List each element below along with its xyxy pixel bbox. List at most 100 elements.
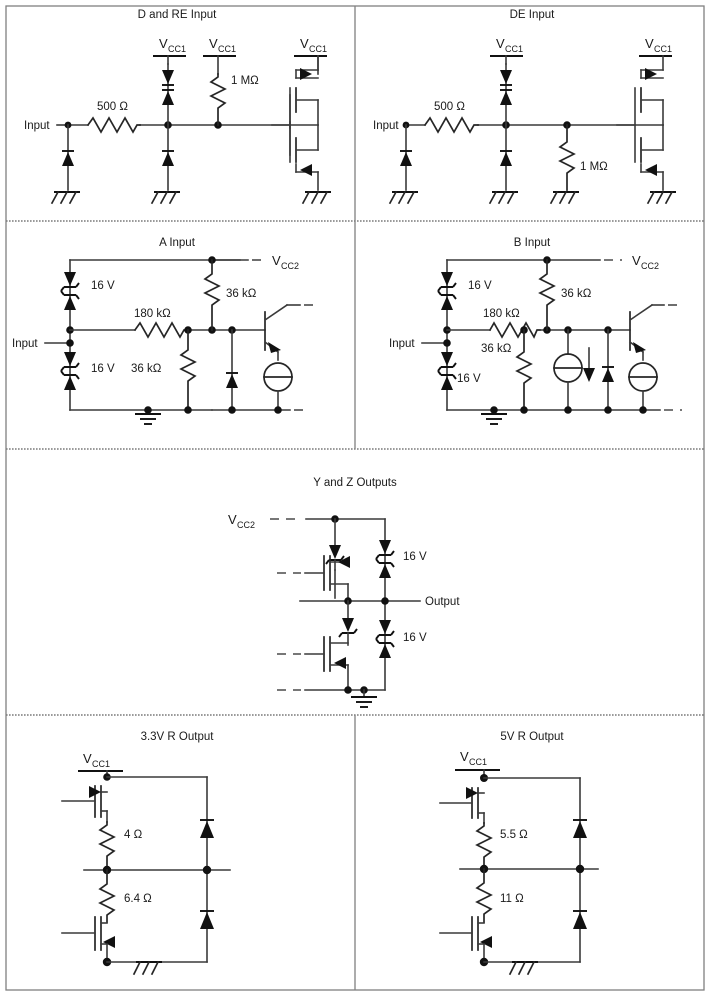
port-label-input: Input — [12, 338, 38, 350]
vcc-label: V — [272, 253, 281, 268]
panel-frame — [5, 5, 705, 991]
ground-symbol-1 — [50, 190, 80, 205]
vcc-label: V — [228, 512, 237, 527]
resistor-36k-label: 36 kΩ — [131, 363, 162, 375]
vcc-sub: CC1 — [309, 44, 327, 54]
port-label-input: Input — [373, 120, 399, 132]
esd-diode-lower — [573, 910, 587, 929]
resistor-180k: 180 kΩ — [483, 308, 541, 339]
vcc-sub: CC2 — [237, 520, 255, 530]
vcc-label: V — [83, 751, 92, 766]
resistor-36k-pulldown: 36 kΩ — [131, 329, 197, 414]
resistor-36k-pulldown: 36 kΩ — [481, 329, 533, 414]
supply-rail-3: V CC1 — [294, 36, 327, 71]
esd-diode-center-upper — [500, 63, 512, 126]
vcc-sub: CC1 — [505, 44, 523, 54]
nmos-transistor — [61, 916, 115, 963]
esd-diode-lower — [200, 910, 214, 929]
vcc-label: V — [460, 749, 469, 764]
vcc-label: V — [632, 253, 641, 268]
resistor-11-label: 11 Ω — [500, 893, 524, 905]
esd-diode-center-upper — [162, 63, 174, 126]
vcc-label: V — [159, 36, 168, 51]
supply-rail-1: V CC1 — [153, 36, 186, 65]
zener-16v-label: 16 V — [457, 373, 481, 385]
ground-symbol-earth — [351, 689, 377, 708]
zener-pair-lower-16v: 16 V — [375, 620, 427, 658]
panel-title-r5: 5V R Output — [500, 731, 564, 743]
resistor-55-label: 5.5 Ω — [500, 829, 528, 841]
zener-16v-label: 16 V — [403, 632, 427, 644]
panel-title-b: B Input — [514, 237, 551, 249]
resistor-1m-label: 1 MΩ — [580, 161, 608, 173]
panel-a-input: A Input V CC2 16 V 16 V Input — [12, 237, 320, 425]
supply-rail-2: V CC1 — [639, 36, 672, 71]
ground-symbol-1 — [388, 190, 418, 205]
ground-symbol — [132, 960, 162, 976]
esd-diode-center-lower — [500, 124, 512, 191]
supply-rail-2: V CC1 — [203, 36, 236, 75]
cmos-inverter-pair-1 — [271, 55, 319, 191]
esd-diode-center-lower — [162, 124, 174, 191]
resistor-4-label: 4 Ω — [124, 829, 143, 841]
current-source — [628, 362, 658, 414]
ground-symbol-4 — [646, 190, 676, 205]
resistor-36k-pullup: 36 kΩ — [203, 259, 257, 331]
resistor-1-megohm-pulldown: 1 MΩ — [558, 124, 608, 191]
zener-pair-upper-16v: 16 V — [375, 540, 427, 578]
resistor-180k: 180 kΩ — [133, 308, 189, 339]
vcc-sub: CC2 — [641, 261, 659, 271]
vcc-sub: CC2 — [281, 261, 299, 271]
zener-pair-upper: 16 V — [60, 272, 115, 310]
zener-16v-label: 16 V — [91, 280, 115, 292]
cmos-inverter-pair-2 — [616, 68, 664, 191]
ground-symbol-earth — [135, 406, 161, 425]
vcc-label: V — [496, 36, 505, 51]
ground-symbol-2 — [488, 190, 518, 205]
vcc-sub: CC1 — [168, 44, 186, 54]
resistor-4-ohm: 4 Ω — [98, 821, 143, 871]
resistor-1m-label: 1 MΩ — [231, 75, 259, 87]
ground-symbol — [508, 960, 538, 976]
vcc-label: V — [209, 36, 218, 51]
resistor-6p4-ohm: 6.4 Ω — [98, 869, 152, 923]
vcc-sub: CC1 — [469, 757, 487, 767]
vcc-label: V — [300, 36, 309, 51]
vcc-sub: CC1 — [92, 759, 110, 769]
resistor-500-ohm: 500 Ω — [423, 101, 479, 134]
resistor-180k-label: 180 kΩ — [483, 308, 520, 320]
port-label-input: Input — [389, 338, 415, 350]
npn-transistor — [263, 303, 320, 361]
resistor-500-label: 500 Ω — [434, 101, 465, 113]
port-label-input: Input — [24, 120, 50, 132]
zener-16v-label: 16 V — [91, 363, 115, 375]
pmos-transistor — [439, 787, 485, 824]
npn-transistor — [628, 303, 684, 361]
ground-symbol-3 — [301, 190, 331, 205]
esd-diode-upper — [200, 819, 214, 838]
zener-pair-upper: 16 V — [437, 272, 492, 310]
pmos-transistor — [277, 518, 350, 602]
zener-16v-label: 16 V — [468, 280, 492, 292]
panel-title-d-re: D and RE Input — [138, 9, 217, 21]
esd-diode-left-lower — [400, 124, 412, 191]
panel-3v3-r-output: 3.3V R Output V CC1 4 Ω 6.4 Ω — [61, 731, 231, 976]
pmos-transistor — [61, 785, 108, 823]
panel-d-and-re-input: D and RE Input V CC1 V CC1 V CC1 Input — [24, 9, 331, 205]
panel-title-de: DE Input — [510, 9, 556, 21]
current-source — [263, 362, 293, 414]
esd-diode-upper — [573, 819, 587, 838]
resistor-36k-label: 36 kΩ — [226, 288, 257, 300]
panel-y-and-z-outputs: Y and Z Outputs V CC2 — [228, 477, 460, 708]
resistor-36k-pullup: 36 kΩ — [538, 259, 592, 331]
resistor-500-ohm: 500 Ω — [86, 101, 141, 134]
vcc-sub: CC1 — [218, 44, 236, 54]
ground-symbol-2 — [150, 190, 180, 205]
panel-title-a: A Input — [159, 237, 196, 249]
resistor-36k-label: 36 kΩ — [561, 288, 592, 300]
panel-5v-r-output: 5V R Output V CC1 5.5 Ω 11 Ω — [439, 731, 599, 976]
port-label-output: Output — [425, 596, 460, 608]
zener-16v-label: 16 V — [403, 551, 427, 563]
resistor-1-megohm: 1 MΩ — [209, 73, 259, 126]
